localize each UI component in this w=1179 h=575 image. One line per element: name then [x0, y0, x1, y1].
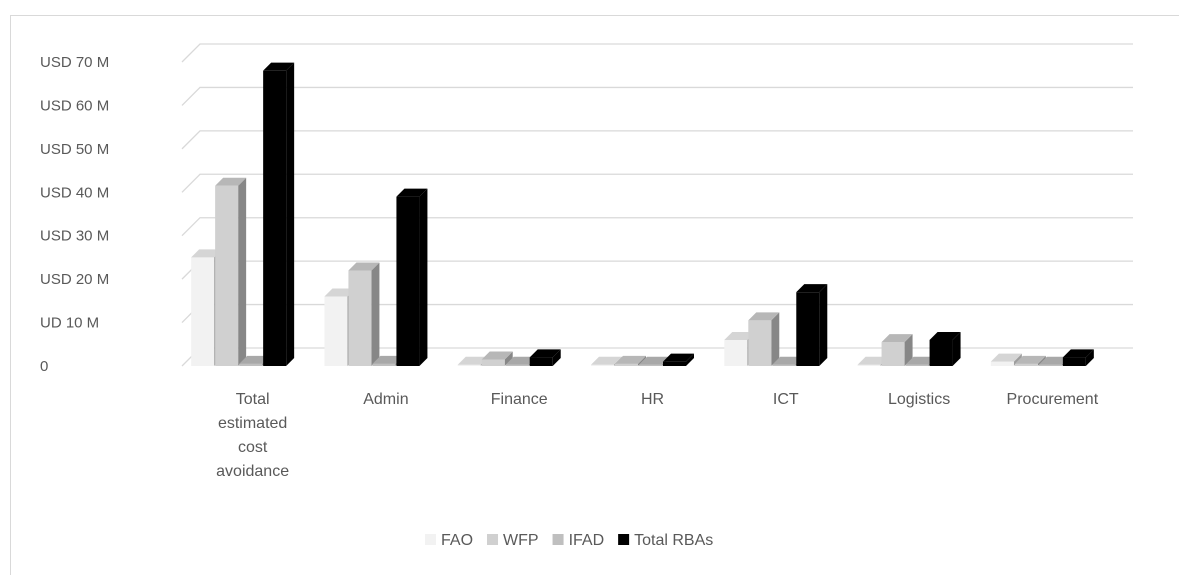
bar-wfp: [215, 177, 247, 366]
bar-total-rbas: [263, 62, 295, 366]
legend-label: Total RBAs: [634, 532, 713, 549]
gridline: [181, 217, 1133, 237]
category-label: ICT: [773, 391, 799, 408]
gridline: [181, 43, 1133, 63]
gridline: [181, 173, 1133, 193]
legend-swatch: [618, 534, 630, 545]
y-tick-label: 0: [40, 358, 48, 375]
gridline: [181, 130, 1133, 150]
y-tick-label: USD 40 M: [40, 184, 109, 201]
legend-swatch: [425, 534, 436, 545]
bar-total-rbas: [529, 349, 561, 366]
category-label: HR: [641, 391, 664, 408]
category-label: Admin: [363, 391, 408, 408]
y-tick-label: UD 10 M: [40, 315, 99, 332]
legend-label: FAO: [441, 532, 473, 549]
y-tick-label: USD 60 M: [40, 97, 109, 114]
legend-swatch: [487, 534, 499, 545]
y-tick-label: USD 50 M: [40, 141, 109, 158]
y-tick-label: USD 70 M: [40, 54, 109, 71]
category-label: Logistics: [888, 391, 950, 408]
bar-wfp: [1014, 355, 1046, 366]
category-label: Finance: [491, 391, 548, 408]
bar-wfp: [615, 355, 646, 366]
legend-swatch: [552, 534, 564, 545]
legend: FAO WFP IFAD Total RBAs: [425, 532, 713, 549]
bars: [191, 62, 1094, 366]
bar-wfp: [481, 351, 513, 366]
bar-total-rbas: [396, 188, 428, 366]
category-label: Procurement: [1007, 391, 1099, 408]
bar-wfp: [748, 312, 780, 366]
bar-wfp: [881, 334, 913, 366]
bar-total-rbas: [929, 331, 961, 366]
gridline: [181, 86, 1133, 106]
gridline: [181, 260, 1133, 280]
legend-label: IFAD: [569, 532, 605, 549]
bar-total-rbas: [663, 353, 694, 366]
y-axis-ticks: 0 UD 10 M USD 20 M USD 30 M USD 40 M USD 50 M…: [40, 54, 109, 375]
bar-total-rbas: [1062, 349, 1094, 366]
chart-frame: [10, 15, 1179, 575]
bar-total-rbas: [796, 284, 828, 366]
legend-label: WFP: [503, 532, 539, 549]
y-tick-label: USD 20 M: [40, 271, 109, 288]
x-axis-categories: Total estimated cost avoidance Admin Finance H…: [216, 391, 1099, 480]
bar-wfp: [348, 262, 380, 366]
y-tick-label: USD 30 M: [40, 228, 109, 245]
category-label: Total estimated cost avoidance: [216, 391, 289, 480]
